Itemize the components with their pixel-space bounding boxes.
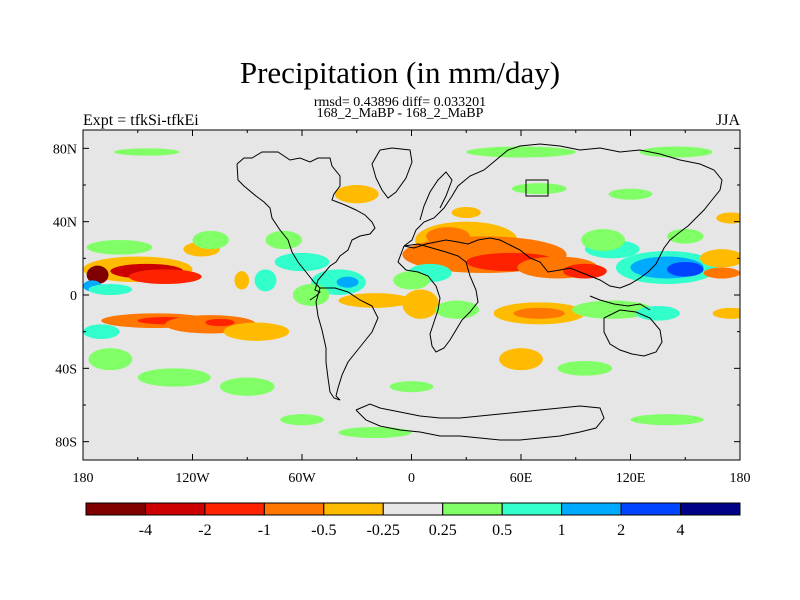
experiment-label: Expt = tfkSi-tfkEi bbox=[83, 112, 199, 129]
anomaly-region-35 bbox=[393, 271, 430, 290]
coastline-south-america bbox=[315, 287, 379, 401]
anomaly-region-56 bbox=[466, 146, 576, 158]
coastline-scandinavia bbox=[419, 171, 453, 221]
coastline-greenland bbox=[371, 147, 413, 199]
anomaly-region-55 bbox=[389, 381, 434, 393]
anomaly-region-24 bbox=[234, 271, 250, 290]
anomaly-region-18 bbox=[114, 148, 180, 156]
y-tick-label: 40S bbox=[55, 362, 77, 377]
anomaly-region-5 bbox=[88, 284, 133, 295]
anomaly-region-37 bbox=[402, 289, 439, 319]
colorbar-swatch-5 bbox=[382, 502, 444, 516]
anomaly-region-49 bbox=[699, 249, 740, 268]
colorbar-swatch-0 bbox=[85, 502, 146, 516]
anomaly-region-61 bbox=[280, 414, 324, 426]
colorbar-swatch-1 bbox=[144, 502, 206, 516]
anomaly-region-53 bbox=[499, 348, 543, 371]
colorbar-swatch-6 bbox=[442, 502, 503, 516]
anomaly-layer bbox=[83, 146, 740, 438]
x-axis: 180 120W 60W 0 60E 120E 180 bbox=[73, 130, 751, 486]
colorbar-swatch-8 bbox=[561, 502, 622, 516]
colorbar-swatch-9 bbox=[620, 502, 682, 516]
x-tick-label: 60W bbox=[288, 471, 316, 486]
coastline-layer bbox=[236, 143, 723, 441]
anomaly-region-16 bbox=[137, 368, 211, 387]
anomaly-region-6 bbox=[86, 240, 153, 255]
colorbar-label: -4 bbox=[139, 522, 152, 539]
anomaly-region-43 bbox=[712, 307, 740, 319]
colorbar-label: 2 bbox=[617, 522, 625, 539]
x-tick-label: 60E bbox=[510, 471, 533, 486]
y-axis: 80N 40N 0 40S 80S bbox=[53, 142, 740, 451]
anomaly-region-51 bbox=[716, 212, 740, 224]
anomaly-region-36 bbox=[451, 207, 481, 218]
x-tick-label: 180 bbox=[730, 471, 751, 486]
colorbar-swatch-7 bbox=[501, 502, 563, 516]
anomaly-region-22 bbox=[292, 284, 330, 306]
anomaly-region-33 bbox=[562, 263, 607, 279]
anomaly-region-27 bbox=[334, 185, 379, 204]
anomaly-region-40 bbox=[513, 307, 565, 319]
anomaly-region-3 bbox=[86, 265, 109, 285]
colorbar-label: 1 bbox=[558, 522, 566, 539]
anomaly-region-52 bbox=[667, 229, 704, 244]
anomaly-region-2 bbox=[128, 269, 202, 284]
anomaly-region-23 bbox=[254, 269, 277, 292]
anomaly-region-8 bbox=[192, 230, 229, 250]
anomaly-region-54 bbox=[557, 361, 613, 376]
y-tick-label: 80N bbox=[53, 142, 77, 157]
x-tick-label: 120E bbox=[616, 471, 646, 486]
season-label: JJA bbox=[716, 112, 741, 129]
coastline-australia bbox=[603, 309, 663, 357]
anomaly-region-48 bbox=[581, 229, 626, 251]
anomaly-region-50 bbox=[703, 267, 740, 279]
coastline-indonesia bbox=[589, 295, 651, 311]
anomaly-region-15 bbox=[88, 348, 133, 371]
colorbar-label: -2 bbox=[198, 522, 211, 539]
coastline-caspian bbox=[525, 179, 549, 197]
anomaly-region-31 bbox=[426, 227, 470, 246]
x-tick-label: 120W bbox=[175, 471, 210, 486]
anomaly-region-12 bbox=[205, 318, 235, 327]
colorbar-swatch-10 bbox=[680, 502, 741, 516]
colorbar-label: -1 bbox=[258, 522, 271, 539]
anomaly-region-17 bbox=[219, 377, 275, 396]
anomaly-region-59 bbox=[608, 188, 653, 200]
anomaly-region-60 bbox=[338, 427, 412, 438]
chart-subtitle: 168_2_MaBP - 168_2_MaBP bbox=[316, 106, 484, 121]
coastline-antarctica bbox=[355, 403, 605, 441]
anomaly-region-21 bbox=[338, 293, 412, 308]
coastline-north-america bbox=[236, 151, 376, 301]
colorbar-swatch-2 bbox=[204, 502, 265, 516]
stats-line: rmsd= 0.43896 diff= 0.033201 bbox=[313, 95, 487, 110]
anomaly-region-25 bbox=[274, 252, 330, 272]
chart-title: Precipitation (in mm/day) bbox=[239, 55, 561, 90]
coastline-eurasia bbox=[403, 143, 723, 289]
x-tick-label: 0 bbox=[408, 471, 415, 486]
anomaly-region-42 bbox=[635, 306, 680, 321]
colorbar-label: 0.5 bbox=[492, 522, 512, 539]
anomaly-region-26 bbox=[265, 230, 302, 250]
colorbar-label: 4 bbox=[677, 522, 685, 539]
colorbar-label: -0.25 bbox=[367, 522, 400, 539]
anomaly-region-20 bbox=[336, 276, 359, 288]
y-tick-label: 40N bbox=[53, 216, 77, 231]
coastline-north-america-west bbox=[236, 163, 321, 289]
colorbar: -4 -2 -1 -0.5 -0.25 0.25 0.5 1 2 4 bbox=[85, 502, 741, 539]
anomaly-region-14 bbox=[83, 324, 120, 339]
anomaly-region-13 bbox=[223, 322, 290, 341]
colorbar-swatch-4 bbox=[323, 502, 384, 516]
anomaly-region-62 bbox=[630, 414, 704, 426]
coastline-africa bbox=[397, 243, 479, 353]
x-tick-label: 180 bbox=[73, 471, 94, 486]
y-tick-label: 0 bbox=[70, 289, 77, 304]
y-tick-label: 80S bbox=[55, 436, 77, 451]
colorbar-swatch-3 bbox=[263, 502, 325, 516]
anomaly-region-57 bbox=[639, 146, 713, 158]
anomaly-region-46 bbox=[667, 262, 704, 277]
anomaly-region-58 bbox=[511, 183, 567, 195]
colorbar-label: -0.5 bbox=[311, 522, 336, 539]
colorbar-label: 0.25 bbox=[429, 522, 457, 539]
